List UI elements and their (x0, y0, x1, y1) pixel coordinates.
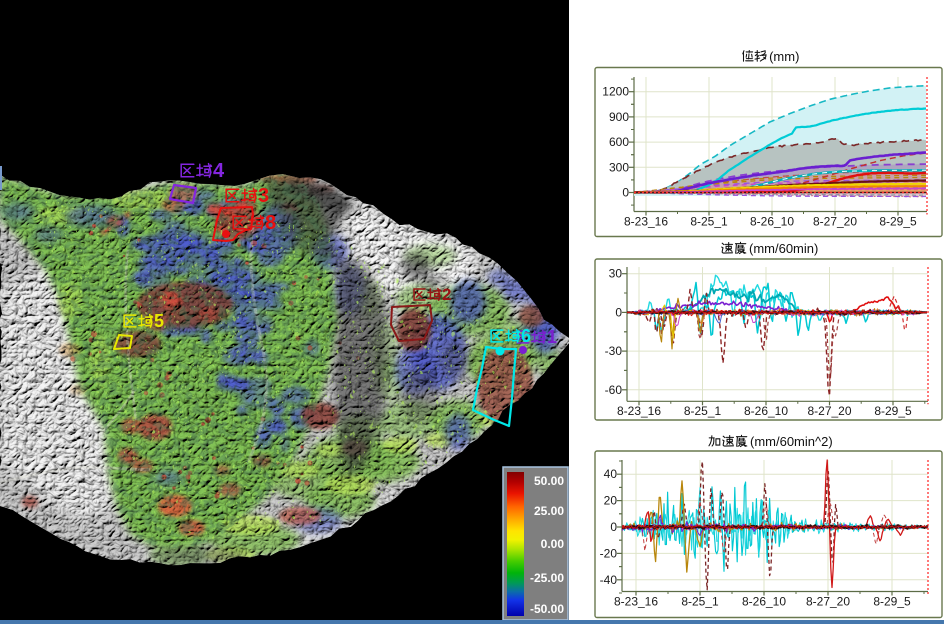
svg-text:6: 6 (521, 326, 531, 346)
svg-text:0: 0 (615, 305, 622, 319)
svg-text:1: 1 (547, 327, 557, 347)
svg-text:8-25_1: 8-25_1 (684, 404, 722, 418)
svg-text:8-27_20: 8-27_20 (813, 215, 857, 229)
svg-text:(mm/60min): (mm/60min) (749, 241, 818, 256)
svg-text:8: 8 (265, 212, 276, 234)
svg-text:0: 0 (610, 520, 617, 534)
svg-text:-60: -60 (605, 383, 623, 397)
svg-text:2: 2 (442, 285, 451, 304)
svg-text:8-26_10: 8-26_10 (742, 595, 786, 609)
svg-text:-20: -20 (600, 546, 618, 560)
svg-text:600: 600 (609, 135, 629, 149)
svg-text:0.00: 0.00 (541, 537, 565, 551)
svg-text:-25.00: -25.00 (530, 571, 564, 585)
svg-text:8-27_20: 8-27_20 (806, 595, 850, 609)
svg-text:8-23_16: 8-23_16 (617, 404, 661, 418)
svg-text:40: 40 (604, 467, 618, 481)
svg-text:(mm): (mm) (769, 49, 799, 64)
svg-text:8-26_10: 8-26_10 (744, 404, 788, 418)
svg-text:1200: 1200 (602, 85, 629, 99)
svg-text:8-29_5: 8-29_5 (874, 404, 912, 418)
svg-text:8-23_16: 8-23_16 (624, 215, 668, 229)
svg-text:8-25_1: 8-25_1 (690, 215, 728, 229)
svg-text:300: 300 (609, 160, 629, 174)
svg-text:8-25_1: 8-25_1 (681, 595, 719, 609)
svg-text:900: 900 (609, 110, 629, 124)
svg-text:50.00: 50.00 (534, 474, 564, 488)
svg-text:25.00: 25.00 (534, 504, 564, 518)
svg-text:8-27_20: 8-27_20 (807, 404, 851, 418)
svg-text:8-23_16: 8-23_16 (614, 595, 658, 609)
svg-text:8-26_10: 8-26_10 (750, 215, 794, 229)
svg-text:8-29_5: 8-29_5 (873, 595, 911, 609)
svg-text:(mm/60min^2): (mm/60min^2) (750, 434, 833, 449)
svg-text:8-29_5: 8-29_5 (879, 215, 917, 229)
svg-text:20: 20 (604, 494, 618, 508)
svg-text:0: 0 (622, 186, 629, 200)
svg-text:3: 3 (258, 185, 269, 207)
svg-text:-40: -40 (600, 573, 618, 587)
svg-text:30: 30 (609, 267, 623, 281)
svg-text:5: 5 (154, 311, 164, 331)
svg-text:-50.00: -50.00 (530, 602, 564, 616)
svg-text:4: 4 (213, 160, 225, 182)
svg-text:-30: -30 (605, 344, 623, 358)
